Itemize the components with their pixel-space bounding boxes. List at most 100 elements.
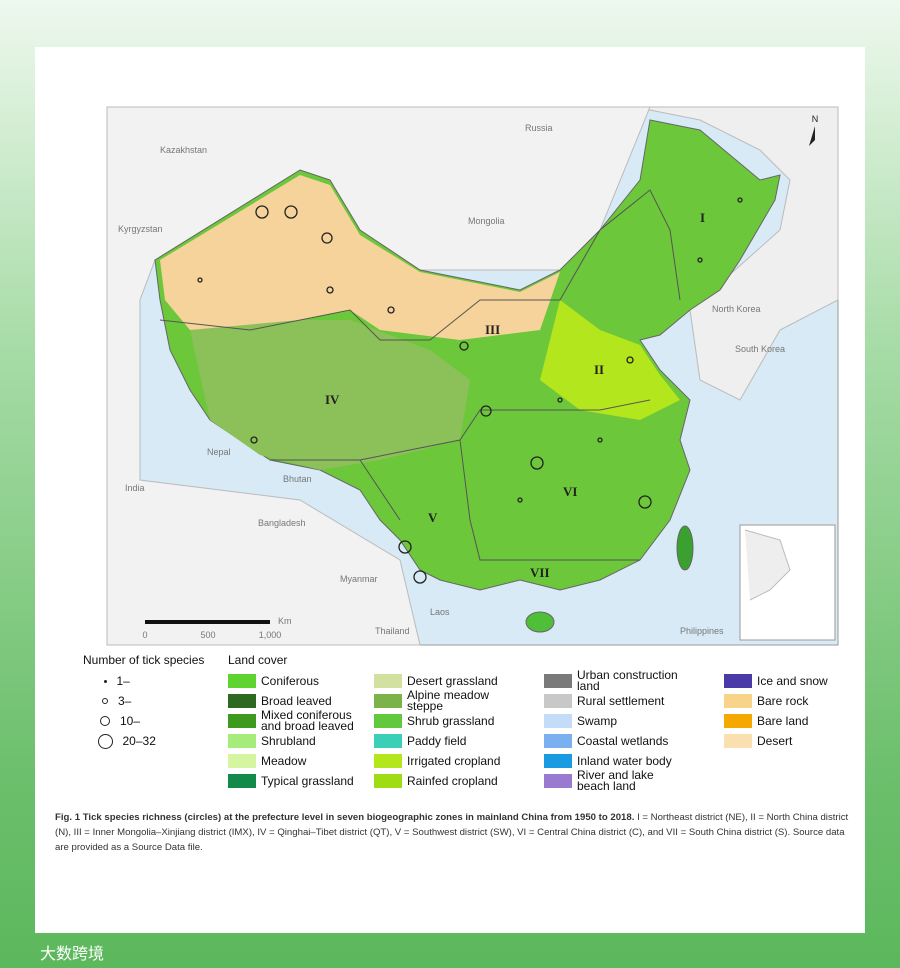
legend-label: Alpine meadow steppe bbox=[407, 688, 490, 713]
legend-label: Desert bbox=[757, 733, 793, 748]
cropland-area bbox=[540, 300, 680, 420]
zone-boundary bbox=[270, 399, 651, 561]
legend-label: Broad leaved bbox=[261, 693, 332, 708]
legend-label: Meadow bbox=[261, 753, 307, 768]
legend-circle bbox=[102, 698, 108, 704]
country-label: India bbox=[125, 483, 145, 493]
legend-label: Coniferous bbox=[261, 673, 320, 688]
legend-item: Typical grassland bbox=[228, 771, 374, 791]
legend-item: Paddy field bbox=[374, 731, 544, 751]
legend-item: 10– bbox=[83, 711, 204, 731]
legend-swatch bbox=[724, 694, 752, 708]
legend-swatch bbox=[724, 674, 752, 688]
watermark: 大数跨境 bbox=[40, 946, 105, 963]
legend-title: Land cover bbox=[228, 653, 288, 667]
legend-swatch bbox=[374, 674, 402, 688]
country-label: South Korea bbox=[735, 344, 785, 354]
legend-item: Swamp bbox=[544, 711, 724, 731]
legend-item: Coniferous bbox=[228, 671, 374, 691]
legend-item: Rural settlement bbox=[544, 691, 724, 711]
legend-item: Ice and snow bbox=[724, 671, 844, 691]
legend-swatch bbox=[228, 774, 256, 788]
legend-swatch bbox=[544, 674, 572, 688]
country-label: Nepal bbox=[207, 447, 231, 457]
legend-swatch bbox=[544, 694, 572, 708]
legend-label: Mixed coniferous and broad leaved bbox=[261, 708, 354, 733]
country-label: North Korea bbox=[712, 304, 761, 314]
legend-circle bbox=[97, 733, 113, 749]
legend-label: Swamp bbox=[577, 713, 618, 728]
legend-swatch bbox=[374, 714, 402, 728]
country-label: Kazakhstan bbox=[160, 145, 207, 155]
zone-label: II bbox=[594, 362, 604, 377]
legend-item: Irrigated cropland bbox=[374, 751, 544, 771]
legend-item: Shrubland bbox=[228, 731, 374, 751]
legend-label: Inland water body bbox=[577, 753, 672, 768]
legend-label: Ice and snow bbox=[757, 673, 828, 688]
country-label: Kyrgyzstan bbox=[118, 224, 163, 234]
zone-label: I bbox=[700, 210, 705, 225]
legend-label: Shrubland bbox=[261, 733, 316, 748]
plateau-area bbox=[190, 320, 470, 470]
richness-legend: Number of tick species 1– 3– 10– 20–32 bbox=[83, 653, 204, 751]
scale-unit: Km bbox=[278, 616, 292, 626]
legend-label: Desert grassland bbox=[407, 673, 498, 688]
country-label: Russia bbox=[525, 123, 553, 133]
zone-label: VI bbox=[563, 484, 577, 499]
legend-circle bbox=[100, 716, 110, 726]
legend-item: Bare rock bbox=[724, 691, 844, 711]
taiwan bbox=[676, 525, 694, 571]
zone-boundary bbox=[159, 189, 681, 341]
legend-item: Broad leaved bbox=[228, 691, 374, 711]
legend-label: 10– bbox=[120, 714, 141, 728]
north-arrow: N bbox=[812, 114, 819, 124]
legend-swatch bbox=[544, 774, 572, 788]
legend-item: 1– bbox=[83, 671, 204, 691]
legend-swatch bbox=[544, 714, 572, 728]
legend-item: Urban construction land bbox=[544, 668, 724, 693]
legend-label: Shrub grassland bbox=[407, 713, 495, 728]
scale-label: 500 bbox=[200, 630, 215, 640]
legend-swatch bbox=[374, 734, 402, 748]
zone-label: V bbox=[428, 510, 438, 525]
inset-land bbox=[744, 529, 791, 601]
legend-grid: Coniferous Broad leaved Mixed coniferous a… bbox=[228, 668, 844, 793]
zone-label: IV bbox=[325, 392, 340, 407]
scale-label: 0 bbox=[142, 630, 147, 640]
legend-label: Irrigated cropland bbox=[407, 753, 501, 768]
north-arrow-shape bbox=[809, 126, 815, 146]
legend-label: Paddy field bbox=[407, 733, 467, 748]
legend-label: Bare rock bbox=[757, 693, 809, 708]
legend-swatch bbox=[724, 734, 752, 748]
legend-circle bbox=[103, 679, 107, 683]
legend-swatch bbox=[374, 694, 402, 708]
legend-item: Meadow bbox=[228, 751, 374, 771]
country-label: Laos bbox=[430, 607, 450, 617]
legend-label: Urban construction land bbox=[577, 668, 678, 693]
legend-label: 3– bbox=[118, 694, 132, 708]
legend-swatch bbox=[228, 734, 256, 748]
legend-label: Typical grassland bbox=[261, 773, 354, 788]
legend-label: Coastal wetlands bbox=[577, 733, 669, 748]
desert-area bbox=[160, 175, 560, 340]
land-cover-legend: Land cover Coniferous Broad leaved Mixed c… bbox=[228, 653, 844, 793]
legend-label: River and lake beach land bbox=[577, 768, 654, 793]
caption-bold: Fig. 1 Tick species richness (circles) a… bbox=[55, 812, 635, 823]
legend-item: Desert bbox=[724, 731, 844, 751]
legend-item: Rainfed cropland bbox=[374, 771, 544, 791]
legend-label: Rainfed cropland bbox=[407, 773, 498, 788]
scale-label: 1,000 bbox=[259, 630, 282, 640]
country-label: Myanmar bbox=[340, 574, 378, 584]
legend-item: Bare land bbox=[724, 711, 844, 731]
legend-item: Inland water body bbox=[544, 751, 724, 771]
caption-text: I = Northeast district (NE), II = North … bbox=[55, 812, 849, 853]
legend-item: 20–32 bbox=[83, 731, 204, 751]
map: 0 500 1,000 Km N Russia Kazakhstan Kyrgy… bbox=[106, 106, 839, 646]
country-label: Bangladesh bbox=[258, 518, 306, 528]
legend-item: Alpine meadow steppe bbox=[374, 688, 544, 713]
legend-title: Number of tick species bbox=[83, 653, 205, 667]
legend-item: Mixed coniferous and broad leaved bbox=[228, 708, 374, 733]
legend-swatch bbox=[228, 674, 256, 688]
legend-swatch bbox=[228, 754, 256, 768]
zone-label: III bbox=[485, 322, 500, 337]
